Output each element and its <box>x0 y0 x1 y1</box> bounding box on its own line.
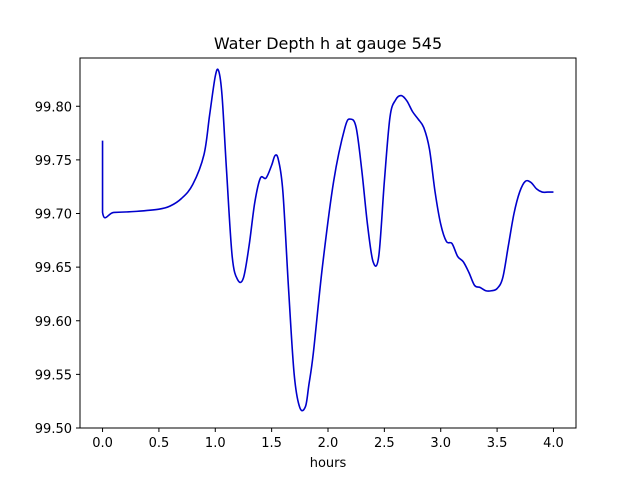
x-axis-label: hours <box>310 456 347 471</box>
x-tick-label: 3.5 <box>487 436 508 451</box>
y-tick-label: 99.65 <box>35 261 72 276</box>
y-tick-label: 99.55 <box>35 368 72 383</box>
x-tick-label: 4.0 <box>543 436 564 451</box>
x-tick-label: 0.0 <box>92 436 113 451</box>
series-line-water-depth <box>101 68 554 412</box>
plot-series <box>101 68 554 412</box>
y-tick-label: 99.80 <box>35 100 72 115</box>
x-tick-label: 2.0 <box>318 436 339 451</box>
x-tick-label: 3.0 <box>430 436 451 451</box>
y-tick-label: 99.75 <box>35 154 72 169</box>
plot-area-frame <box>79 57 577 429</box>
x-tick-label: 0.5 <box>149 436 170 451</box>
x-tick-label: 1.5 <box>261 436 282 451</box>
y-tick-label: 99.60 <box>35 315 72 330</box>
y-axis-ticks: 99.50 99.55 99.60 99.65 99.70 99.75 99.80 <box>35 100 80 437</box>
x-tick-label: 1.0 <box>205 436 226 451</box>
y-tick-label: 99.50 <box>35 422 72 437</box>
x-axis-ticks: 0.0 0.5 1.0 1.5 2.0 2.5 3.0 3.5 4.0 <box>92 428 564 451</box>
chart-title: Water Depth h at gauge 545 <box>214 34 442 53</box>
y-tick-label: 99.70 <box>35 208 72 223</box>
x-tick-label: 2.5 <box>374 436 395 451</box>
